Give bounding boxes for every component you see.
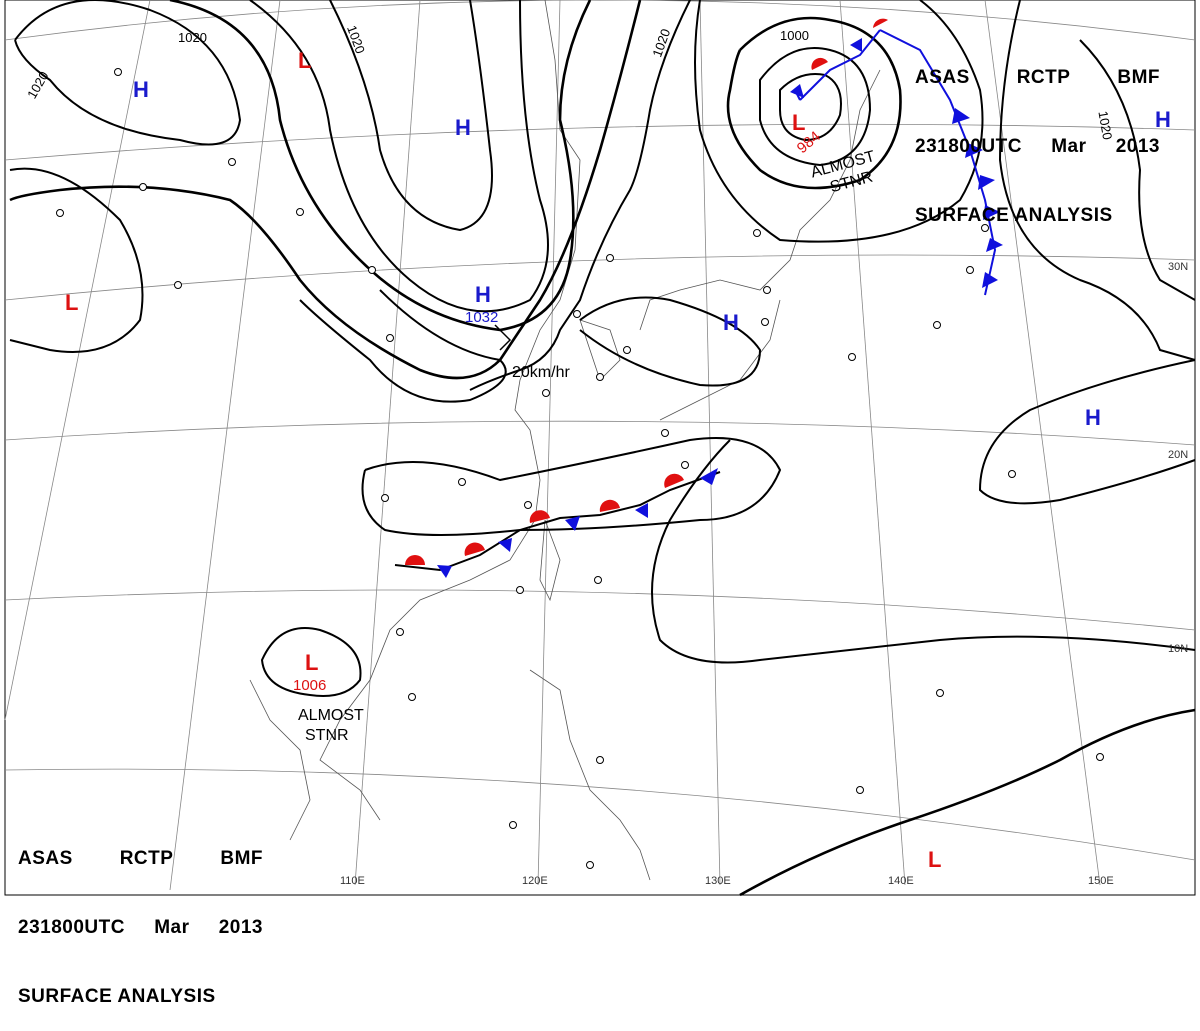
header-product: SURFACE ANALYSIS	[18, 986, 216, 1007]
low-center-se: L	[928, 847, 941, 872]
cold-front-east	[850, 29, 1003, 296]
station-circle	[408, 693, 416, 701]
high-center-main: H	[475, 282, 491, 307]
low-center-sw: L	[305, 650, 318, 675]
station-circle	[623, 346, 631, 354]
station-circle	[1096, 753, 1104, 761]
station-circle	[936, 689, 944, 697]
header-agency: ASAS	[18, 848, 73, 869]
header-station: RCTP	[119, 848, 174, 869]
movement-arrow	[494, 324, 512, 351]
station-circle	[458, 478, 466, 486]
station-circle	[661, 429, 669, 437]
station-circle	[761, 318, 769, 326]
lat-label-10n: 10N	[1168, 643, 1188, 655]
header-line-1: ASAS RCTP BMF	[915, 66, 1160, 89]
high-center-korea: H	[723, 310, 739, 335]
high-center-ne: H	[1155, 107, 1171, 132]
header-bottom: ASAS RCTP BMF 231800UTC Mar 2013 SURFACE…	[18, 801, 298, 1031]
graticule-labels: 110E 120E 130E 140E 150E 30N 20N 10N	[340, 261, 1188, 887]
almost-stationary-sw: ALMOST	[298, 707, 364, 724]
header-year: 2013	[218, 917, 263, 938]
isobar-label: 1020	[1095, 110, 1115, 141]
station-circle	[174, 281, 182, 289]
station-circle	[586, 861, 594, 869]
lon-label-120e: 120E	[522, 875, 548, 887]
pressure-centers: H H H H H H L L L L L 1032 984 1006	[65, 48, 1171, 872]
stationary-front	[394, 468, 721, 578]
header-station: RCTP	[1016, 67, 1071, 88]
header-agency: ASAS	[915, 67, 970, 88]
header-line-1: ASAS RCTP BMF	[18, 847, 263, 870]
lon-label-140e: 140E	[888, 875, 914, 887]
station-circle	[596, 373, 604, 381]
header-time: 231800UTC	[915, 136, 1022, 157]
station-circle	[981, 224, 989, 232]
station-circle	[368, 266, 376, 274]
station-circle	[509, 821, 517, 829]
lon-label-130e: 130E	[705, 875, 731, 887]
header-year: 2013	[1115, 136, 1160, 157]
motion-speed-label: 20km/hr	[512, 364, 570, 381]
station-circle	[139, 183, 147, 191]
almost-stationary-sw: STNR	[305, 727, 349, 744]
lat-label-20n: 20N	[1168, 449, 1188, 461]
header-time: 231800UTC	[18, 917, 125, 938]
station-circle	[573, 310, 581, 318]
coastlines	[249, 0, 881, 881]
station-circle	[596, 756, 604, 764]
low-center-n: L	[298, 48, 311, 73]
header-product: SURFACE ANALYSIS	[915, 205, 1113, 226]
station-circle	[56, 209, 64, 217]
header-unit: BMF	[1117, 67, 1160, 88]
station-circle	[542, 389, 550, 397]
isobar-label: 1020	[24, 69, 51, 102]
station-circle	[296, 208, 304, 216]
header-month: Mar	[1051, 136, 1087, 157]
station-circle	[856, 786, 864, 794]
lat-label-30n: 30N	[1168, 261, 1188, 273]
station-circle	[386, 334, 394, 342]
station-circle	[681, 461, 689, 469]
station-circle	[933, 321, 941, 329]
station-circle	[516, 586, 524, 594]
station-circle	[396, 628, 404, 636]
header-line-2: 231800UTC Mar 2013	[915, 135, 1160, 158]
surface-analysis-map: H H H H H H L L L L L 1032 984 1006 1020…	[4, 0, 1196, 897]
low-center-deep: L	[792, 110, 805, 135]
isobar-label: 1020	[178, 30, 207, 45]
header-unit: BMF	[220, 848, 263, 869]
station-circle	[594, 576, 602, 584]
station-circle	[524, 501, 532, 509]
isobar-label: 1000	[780, 28, 809, 43]
low-center-w: L	[65, 290, 78, 315]
header-line-2: 231800UTC Mar 2013	[18, 916, 263, 939]
lon-label-110e: 110E	[340, 875, 365, 887]
lon-label-150e: 150E	[1088, 875, 1114, 887]
station-circle	[848, 353, 856, 361]
meridians	[4, 0, 1101, 891]
high-center-mongolia: H	[455, 115, 471, 140]
annotations: ALMOST STNR ALMOST STNR 20km/hr	[298, 148, 877, 744]
station-circle	[606, 254, 614, 262]
low-value-label-sw: 1006	[293, 677, 326, 694]
isobars	[9, 0, 1196, 897]
high-center-nw: H	[133, 77, 149, 102]
station-circle	[228, 158, 236, 166]
station-plots	[56, 68, 1104, 869]
low-frontal-arm	[790, 18, 888, 101]
header-top: ASAS RCTP BMF 231800UTC Mar 2013 SURFACE…	[915, 20, 1175, 250]
station-circle	[753, 229, 761, 237]
station-circle	[114, 68, 122, 76]
station-circle	[381, 494, 389, 502]
high-center-pacific: H	[1085, 405, 1101, 430]
header-month: Mar	[154, 917, 190, 938]
high-value-label: 1032	[465, 309, 498, 326]
map-frame	[4, 0, 1196, 896]
station-circle	[1008, 470, 1016, 478]
station-circle	[763, 286, 771, 294]
station-circle	[966, 266, 974, 274]
